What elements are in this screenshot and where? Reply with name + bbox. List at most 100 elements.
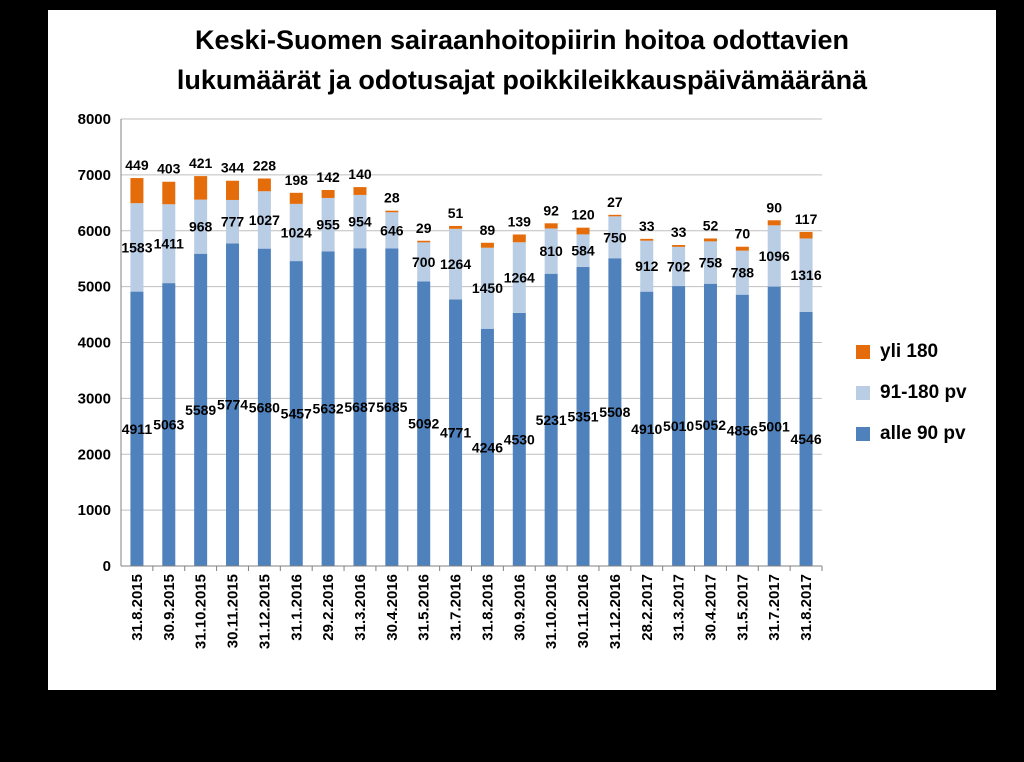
x-tick-label: 31.8.2016 <box>479 574 496 641</box>
bar-segment-alle-90 <box>385 248 399 566</box>
bar-segment-alle-90 <box>512 312 526 566</box>
data-label-91-180: 954 <box>348 214 372 230</box>
data-label-91-180: 912 <box>635 258 659 274</box>
data-label-alle-90: 5231 <box>536 412 567 428</box>
data-label-alle-90: 5680 <box>249 399 280 415</box>
chart-title: Keski-Suomen sairaanhoitopiirin hoitoa o… <box>48 20 996 100</box>
data-label-91-180: 702 <box>667 258 691 274</box>
data-label-91-180: 1264 <box>440 256 471 272</box>
data-label-91-180: 1411 <box>154 236 185 252</box>
bar-segment-yli-180 <box>640 238 654 241</box>
data-label-91-180: 1316 <box>790 267 821 283</box>
bar-segment-91-180 <box>544 228 558 274</box>
x-tick-label: 29.2.2016 <box>320 574 337 641</box>
bar-segment-91-180 <box>512 242 526 313</box>
bar-segment-yli-180 <box>449 225 463 229</box>
chart-title-line-1: Keski-Suomen sairaanhoitopiirin hoitoa o… <box>194 25 850 55</box>
data-label-yli-180: 52 <box>703 217 719 233</box>
legend-label-yli-180: yli 180 <box>880 341 939 362</box>
data-label-alle-90: 5010 <box>663 418 694 434</box>
y-tick-label: 5000 <box>78 279 111 296</box>
data-label-yli-180: 228 <box>253 158 277 174</box>
x-tick-label: 30.11.2016 <box>575 574 592 648</box>
bar-segment-alle-90 <box>735 294 749 566</box>
legend-label-91-180-pv: 91-180 pv <box>880 382 967 403</box>
data-label-91-180: 968 <box>189 219 213 235</box>
data-label-alle-90: 5001 <box>759 418 790 434</box>
data-label-91-180: 777 <box>221 214 245 230</box>
bar-segment-91-180 <box>417 242 431 282</box>
x-tick-label: 31.7.2016 <box>448 574 465 641</box>
bar-segment-alle-90 <box>767 286 781 566</box>
data-label-yli-180: 29 <box>416 220 432 236</box>
x-tick-label: 31.5.2016 <box>416 574 433 641</box>
data-label-91-180: 646 <box>380 222 404 238</box>
legend-swatch-yli-180 <box>856 345 870 359</box>
legend-item-91-180-pv: 91-180 pv <box>856 381 967 405</box>
bar-segment-91-180 <box>735 250 749 295</box>
data-label-alle-90: 4246 <box>472 439 503 455</box>
data-label-yli-180: 117 <box>795 211 818 227</box>
bar-segment-alle-90 <box>608 258 622 566</box>
data-label-yli-180: 142 <box>316 169 340 185</box>
data-label-91-180: 1583 <box>121 239 152 255</box>
bar-segment-alle-90 <box>544 273 558 566</box>
x-tick-label: 30.11.2015 <box>225 574 242 648</box>
bar-segment-91-180 <box>385 212 399 249</box>
y-tick-label: 8000 <box>78 111 111 128</box>
data-label-alle-90: 5589 <box>185 402 216 418</box>
bar-segment-91-180 <box>767 225 781 287</box>
data-label-91-180: 810 <box>539 243 563 259</box>
bar-segment-alle-90 <box>321 251 335 566</box>
data-label-yli-180: 139 <box>508 213 532 229</box>
data-label-alle-90: 5687 <box>344 399 375 415</box>
x-tick-label: 31.8.2017 <box>798 574 815 641</box>
data-label-alle-90: 4546 <box>790 431 821 447</box>
bar-segment-yli-180 <box>703 238 717 242</box>
chart-legend: yli 180 91-180 pv alle 90 pv <box>856 340 967 463</box>
data-label-91-180: 758 <box>699 255 723 271</box>
data-label-alle-90: 5774 <box>217 397 248 413</box>
data-label-alle-90: 4911 <box>122 421 153 437</box>
bar-segment-alle-90 <box>449 299 463 566</box>
bar-segment-yli-180 <box>130 178 144 204</box>
bar-segment-yli-180 <box>194 176 208 200</box>
data-label-yli-180: 198 <box>285 172 309 188</box>
x-tick-label: 31.5.2017 <box>734 574 751 641</box>
data-label-alle-90: 5685 <box>376 399 407 415</box>
bar-segment-alle-90 <box>226 243 240 566</box>
data-label-91-180: 1096 <box>759 248 790 264</box>
data-label-91-180: 955 <box>316 217 340 233</box>
data-label-alle-90: 5457 <box>281 406 312 422</box>
chart-title-line-2: lukumäärät ja odotusajat poikkileikkausp… <box>176 65 868 95</box>
bar-segment-91-180 <box>162 204 176 284</box>
data-label-91-180: 1027 <box>249 212 280 228</box>
bar-segment-91-180 <box>226 199 240 244</box>
data-label-yli-180: 140 <box>348 166 372 182</box>
bar-segment-yli-180 <box>385 210 399 213</box>
bar-segment-yli-180 <box>257 178 271 192</box>
bar-segment-yli-180 <box>321 190 335 198</box>
bar-segment-alle-90 <box>194 253 208 566</box>
bar-segment-yli-180 <box>289 192 303 204</box>
data-label-yli-180: 51 <box>448 205 464 221</box>
y-tick-label: 0 <box>103 558 111 575</box>
data-label-yli-180: 92 <box>543 202 559 218</box>
data-label-yli-180: 90 <box>766 199 782 215</box>
data-label-yli-180: 28 <box>384 190 400 206</box>
bar-segment-yli-180 <box>417 240 431 243</box>
legend-swatch-alle-90-pv <box>856 427 870 441</box>
bar-segment-alle-90 <box>640 291 654 566</box>
data-label-alle-90: 5632 <box>313 401 344 417</box>
bar-segment-91-180 <box>130 203 144 292</box>
y-tick-label: 6000 <box>78 223 111 240</box>
x-tick-label: 30.9.2016 <box>511 574 528 641</box>
bar-segment-alle-90 <box>480 328 494 566</box>
chart-panel: Keski-Suomen sairaanhoitopiirin hoitoa o… <box>48 10 996 690</box>
bar-segment-yli-180 <box>576 227 590 235</box>
data-label-91-180: 700 <box>412 254 436 270</box>
data-label-yli-180: 89 <box>480 222 496 238</box>
bar-segment-91-180 <box>480 247 494 329</box>
x-tick-label: 31.10.2015 <box>193 574 210 649</box>
bar-segment-91-180 <box>321 197 335 252</box>
